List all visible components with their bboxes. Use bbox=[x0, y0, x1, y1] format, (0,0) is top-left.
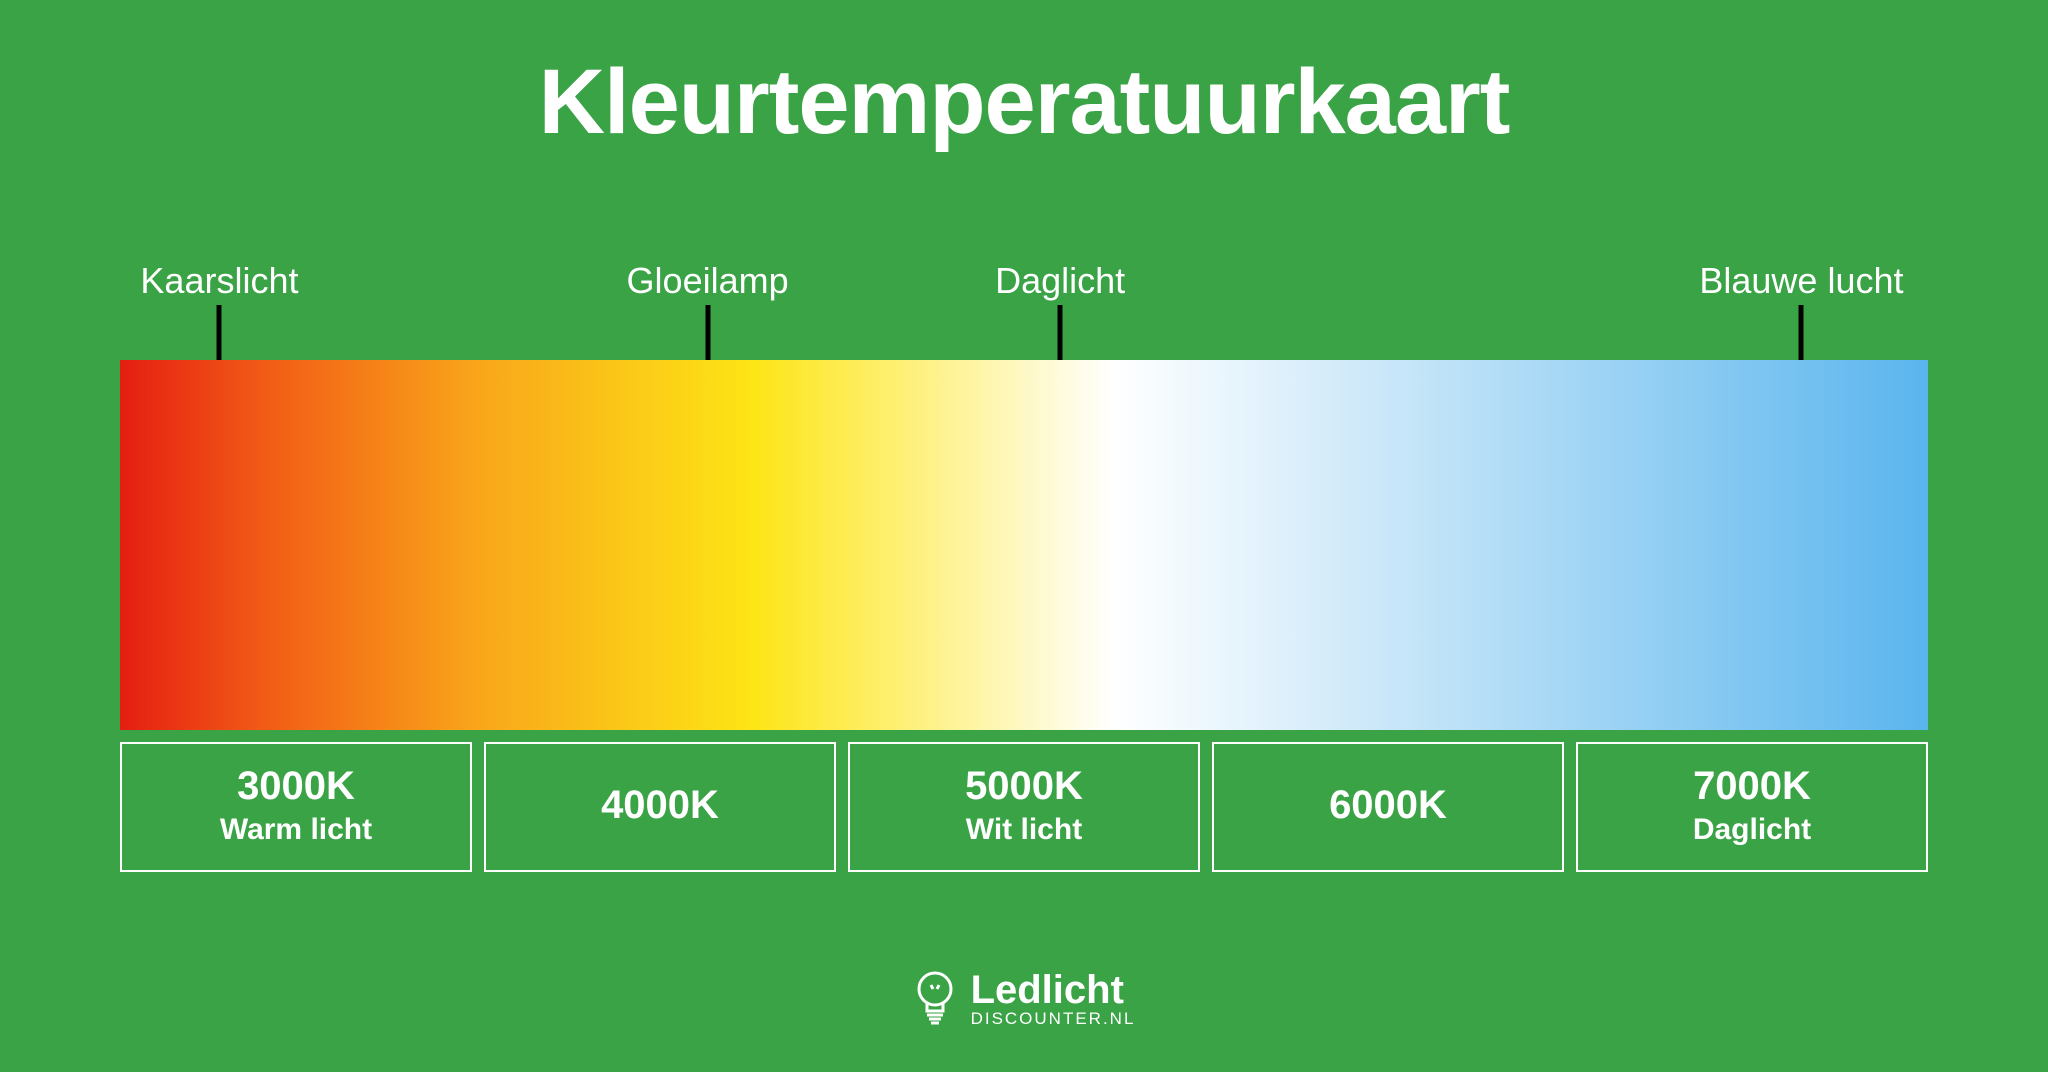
tick-gloeilamp bbox=[705, 305, 710, 360]
kelvin-value: 6000K bbox=[1224, 783, 1552, 828]
box-7000k: 7000K Daglicht bbox=[1576, 742, 1928, 872]
color-temperature-gradient bbox=[120, 360, 1928, 730]
bottom-boxes: 3000K Warm licht 4000K 5000K Wit licht 6… bbox=[120, 742, 1928, 872]
tick-daglicht bbox=[1058, 305, 1063, 360]
kelvin-value: 4000K bbox=[496, 783, 824, 828]
box-4000k: 4000K bbox=[484, 742, 836, 872]
tick-kaarslicht bbox=[217, 305, 222, 360]
box-6000k: 6000K bbox=[1212, 742, 1564, 872]
logo-main-text: Ledlicht bbox=[971, 970, 1136, 1010]
infographic-canvas: Kleurtemperatuurkaart Kaarslicht Gloeila… bbox=[0, 0, 2048, 1072]
box-5000k: 5000K Wit licht bbox=[848, 742, 1200, 872]
kelvin-value: 7000K bbox=[1588, 764, 1916, 809]
kelvin-desc: Warm licht bbox=[132, 813, 460, 847]
logo-sub-text: DISCOUNTER.NL bbox=[971, 1010, 1136, 1027]
kelvin-value: 5000K bbox=[860, 764, 1188, 809]
box-3000k: 3000K Warm licht bbox=[120, 742, 472, 872]
tick-blauwe-lucht bbox=[1799, 305, 1804, 360]
top-labels: Kaarslicht Gloeilamp Daglicht Blauwe luc… bbox=[120, 260, 1928, 360]
top-label-daglicht: Daglicht bbox=[995, 260, 1125, 302]
kelvin-desc: Wit licht bbox=[860, 813, 1188, 847]
brand-logo: Ledlicht DISCOUNTER.NL bbox=[0, 969, 2048, 1032]
lightbulb-icon bbox=[913, 969, 957, 1027]
top-label-blauwe-lucht: Blauwe lucht bbox=[1699, 260, 1903, 302]
top-label-kaarslicht: Kaarslicht bbox=[140, 260, 298, 302]
chart-area: Kaarslicht Gloeilamp Daglicht Blauwe luc… bbox=[120, 260, 1928, 872]
kelvin-desc: Daglicht bbox=[1588, 813, 1916, 847]
kelvin-value: 3000K bbox=[132, 764, 460, 809]
top-label-gloeilamp: Gloeilamp bbox=[627, 260, 789, 302]
page-title: Kleurtemperatuurkaart bbox=[0, 50, 2048, 155]
